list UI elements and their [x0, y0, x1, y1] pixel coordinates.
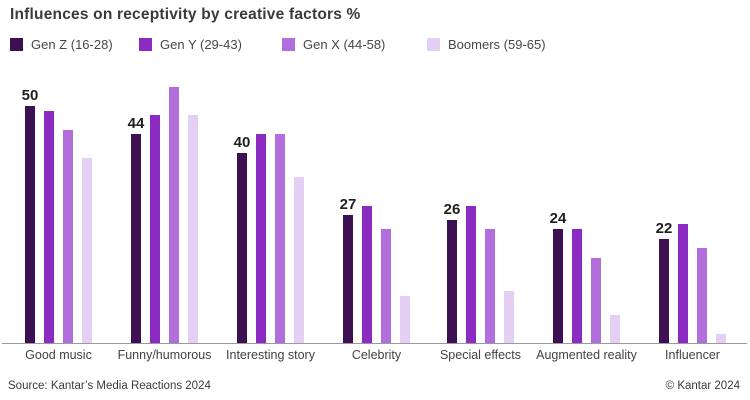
value-label: 22: [655, 220, 673, 237]
bar-group: 40: [234, 83, 304, 343]
bar: [447, 220, 457, 343]
legend-swatch-icon: [139, 37, 152, 51]
bar: [400, 296, 410, 343]
legend-item-0: Gen Z (16-28): [10, 36, 113, 52]
bar: [659, 239, 669, 343]
bar: [362, 206, 372, 343]
bar: [275, 134, 285, 343]
category-label: Good music: [25, 348, 92, 362]
bar: [25, 106, 35, 343]
bar: [504, 291, 514, 343]
category-label: Augmented reality: [536, 348, 637, 362]
bar: [150, 115, 160, 343]
bar: [294, 177, 304, 343]
bar: [188, 115, 198, 343]
bar-group: 50: [22, 83, 92, 343]
legend-item-1: Gen Y (29-43): [139, 36, 242, 52]
source-note: Source: Kantar’s Media Reactions 2024: [8, 380, 211, 392]
category-label: Funny/humorous: [117, 348, 212, 362]
legend-item-2: Gen X (44-58): [282, 36, 385, 52]
bar: [678, 224, 688, 343]
value-label: 50: [21, 87, 39, 104]
bar: [131, 134, 141, 343]
bar: [381, 229, 391, 343]
value-label: 24: [549, 210, 567, 227]
copyright-note: © Kantar 2024: [665, 380, 740, 392]
bar: [716, 334, 726, 343]
bar: [572, 229, 582, 343]
chart-legend: Gen Z (16-28) Gen Y (29-43) Gen X (44-58) B…: [0, 36, 750, 54]
value-label: 40: [233, 134, 251, 151]
legend-label: Gen Z (16-28): [31, 36, 113, 52]
bar-group: 24: [550, 83, 620, 343]
category-label: Interesting story: [226, 348, 315, 362]
bar-group: 44: [128, 83, 198, 343]
bar: [697, 248, 707, 343]
bar: [63, 130, 73, 343]
legend-swatch-icon: [10, 37, 23, 51]
legend-label: Boomers (59-65): [448, 36, 546, 52]
legend-label: Gen Y (29-43): [160, 36, 242, 52]
category-label: Special effects: [439, 348, 522, 362]
bar: [44, 111, 54, 343]
category-label: Influencer: [665, 348, 720, 362]
bar: [610, 315, 620, 343]
bar-group: 22: [656, 83, 726, 343]
bar: [343, 215, 353, 343]
bar: [169, 87, 179, 343]
bar: [485, 229, 495, 343]
bar-group: 27: [340, 83, 410, 343]
value-label: 44: [127, 115, 145, 132]
value-label: 26: [443, 201, 461, 218]
legend-item-3: Boomers (59-65): [427, 36, 546, 52]
legend-label: Gen X (44-58): [303, 36, 386, 52]
bar: [82, 158, 92, 343]
bar-group: 26: [444, 83, 514, 343]
bar: [256, 134, 266, 343]
value-label: 27: [339, 196, 357, 213]
chart-title: Influences on receptivity by creative fa…: [10, 6, 361, 23]
bar: [466, 206, 476, 343]
category-label: Celebrity: [351, 348, 402, 362]
bar: [237, 153, 247, 343]
legend-swatch-icon: [427, 37, 440, 51]
bar: [553, 229, 563, 343]
bar: [591, 258, 601, 343]
legend-swatch-icon: [282, 37, 295, 51]
x-axis-line: [2, 343, 747, 344]
